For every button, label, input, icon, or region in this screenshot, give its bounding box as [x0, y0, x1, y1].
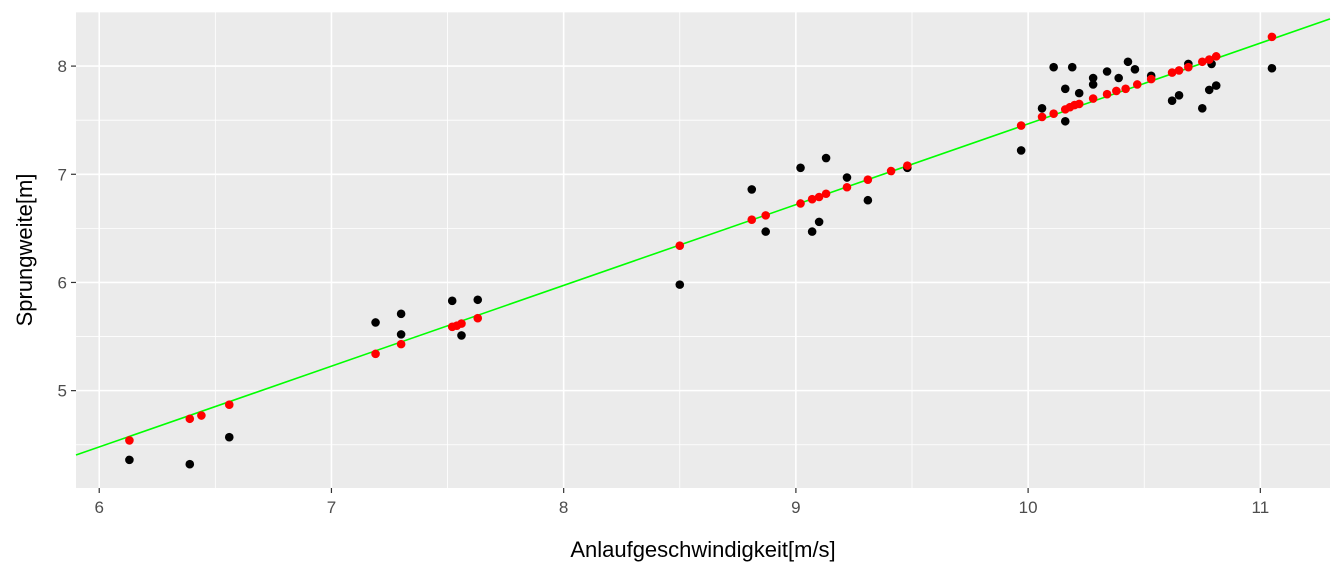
observed-point [1016, 146, 1026, 155]
fitted-point [1211, 52, 1221, 61]
y-tick-labels: 5 6 7 8 [58, 57, 67, 401]
observed-point [1123, 57, 1133, 67]
fitted-point [1037, 112, 1047, 122]
fitted-point [747, 215, 757, 225]
major-gridlines [76, 12, 1330, 488]
fitted-point [1146, 74, 1156, 84]
observed-point [814, 217, 824, 227]
fitted-point [396, 339, 406, 349]
observed-point [675, 280, 685, 289]
fitted-point [1088, 94, 1098, 103]
plot-panel [76, 12, 1330, 488]
fitted-point [1112, 86, 1121, 96]
observed-point [473, 295, 483, 305]
fitted-point [1197, 57, 1207, 67]
observed-point [185, 459, 195, 469]
fitted-point [1074, 99, 1084, 109]
observed-point [396, 330, 406, 339]
observed-point [1174, 91, 1184, 100]
observed-point [821, 153, 831, 163]
fitted-point [371, 349, 380, 359]
fitted-point [224, 400, 234, 410]
fitted-point [903, 161, 912, 170]
fitted-point [1267, 32, 1277, 42]
fitted-point [1102, 89, 1112, 99]
fitted-point [473, 313, 483, 323]
fitted-point [886, 166, 896, 176]
fitted-point [1167, 68, 1177, 77]
observed-point [1049, 62, 1058, 72]
y-axis-ticks [71, 65, 76, 392]
observed-point [796, 163, 805, 173]
minor-gridlines [76, 11, 1330, 488]
observed-point [747, 185, 757, 194]
observed-point [447, 296, 457, 306]
observed-point [125, 455, 134, 465]
x-tick-label: 10 [1019, 498, 1038, 517]
fitted-point [457, 319, 466, 328]
observed-point [1167, 96, 1177, 106]
observed-point [1267, 63, 1277, 73]
observed-point [1088, 80, 1098, 89]
fitted-point [1132, 80, 1142, 89]
x-tick-label: 9 [791, 498, 800, 517]
observed-point [1060, 84, 1070, 94]
x-tick-label: 7 [327, 498, 336, 517]
fitted-points [125, 32, 1277, 445]
fit-line [75, 18, 1331, 456]
fitted-point [125, 436, 134, 445]
fitted-point [807, 194, 817, 204]
fitted-point [197, 411, 206, 420]
observed-point [1067, 62, 1077, 72]
fitted-point [761, 211, 770, 220]
observed-point [1037, 103, 1047, 113]
fitted-point [821, 189, 831, 199]
observed-point [1211, 81, 1221, 90]
y-tick-label: 6 [58, 273, 67, 292]
observed-point [1074, 88, 1084, 98]
fitted-point [675, 241, 685, 250]
y-tick-label: 8 [58, 57, 67, 76]
y-tick-label: 5 [58, 382, 67, 401]
fitted-point [1204, 55, 1214, 64]
x-tick-label: 6 [94, 498, 103, 517]
fitted-point [1016, 121, 1026, 130]
observed-point [371, 318, 380, 327]
observed-point [224, 432, 234, 442]
fitted-point [1184, 62, 1193, 72]
fitted-point [1049, 109, 1058, 118]
y-tick-label: 7 [58, 165, 67, 184]
fitted-point [796, 199, 805, 208]
fitted-point [1121, 84, 1130, 94]
observed-point [842, 173, 852, 182]
observed-point [457, 331, 466, 340]
observed-point [761, 227, 770, 236]
observed-point [1102, 67, 1112, 76]
fitted-point [1174, 66, 1184, 75]
fitted-point [863, 175, 873, 184]
observed-point [396, 309, 406, 319]
observed-point [1060, 116, 1070, 126]
observed-point [1204, 85, 1214, 95]
observed-point [807, 227, 817, 236]
fitted-point [814, 192, 824, 202]
observed-point [1114, 73, 1123, 83]
fitted-point [842, 182, 852, 192]
x-axis-title: Anlaufgeschwindigkeit[m/s] [570, 537, 835, 562]
x-tick-label: 8 [559, 498, 568, 517]
x-tick-labels: 6 7 8 9 10 11 [94, 498, 1269, 517]
observed-point [1197, 103, 1207, 113]
fitted-point [185, 414, 195, 424]
x-tick-label: 11 [1252, 498, 1270, 517]
x-axis-ticks [98, 488, 1261, 493]
observed-point [863, 195, 873, 205]
observed-point [1088, 73, 1098, 83]
y-axis-title: Sprungweite[m] [12, 174, 37, 327]
observed-point [1130, 65, 1140, 74]
